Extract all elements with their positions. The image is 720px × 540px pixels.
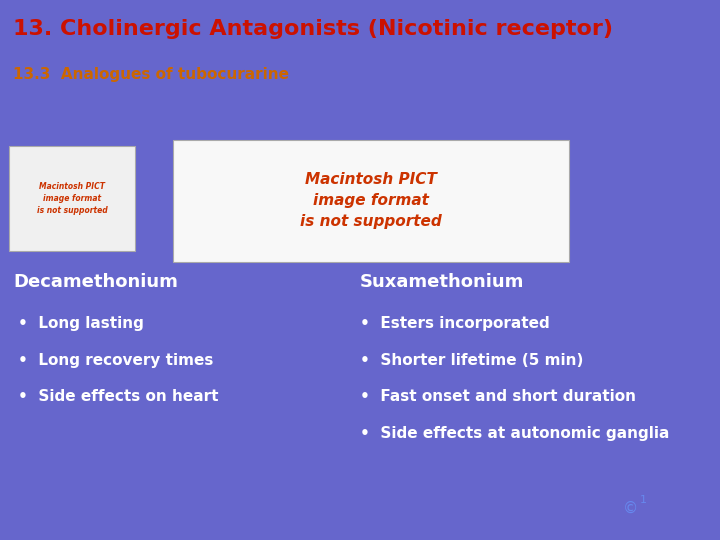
Text: •  Side effects on heart: • Side effects on heart <box>18 389 218 404</box>
Text: Suxamethonium: Suxamethonium <box>360 273 524 291</box>
Text: Decamethonium: Decamethonium <box>13 273 178 291</box>
Text: •  Side effects at autonomic ganglia: • Side effects at autonomic ganglia <box>360 426 670 441</box>
Text: •  Shorter lifetime (5 min): • Shorter lifetime (5 min) <box>360 353 583 368</box>
FancyBboxPatch shape <box>173 140 569 262</box>
FancyBboxPatch shape <box>9 146 135 251</box>
Text: 1: 1 <box>639 495 647 505</box>
Text: •  Long lasting: • Long lasting <box>18 316 144 331</box>
Text: •  Esters incorporated: • Esters incorporated <box>360 316 550 331</box>
Text: Macintosh PICT
image format
is not supported: Macintosh PICT image format is not suppo… <box>300 172 441 229</box>
Text: •  Fast onset and short duration: • Fast onset and short duration <box>360 389 636 404</box>
Text: 13.3  Analogues of tubocurarine: 13.3 Analogues of tubocurarine <box>13 68 289 83</box>
Text: Macintosh PICT
image format
is not supported: Macintosh PICT image format is not suppo… <box>37 183 107 215</box>
Text: ©: © <box>623 501 638 516</box>
Text: •  Long recovery times: • Long recovery times <box>18 353 213 368</box>
Text: 13. Cholinergic Antagonists (Nicotinic receptor): 13. Cholinergic Antagonists (Nicotinic r… <box>13 19 613 39</box>
